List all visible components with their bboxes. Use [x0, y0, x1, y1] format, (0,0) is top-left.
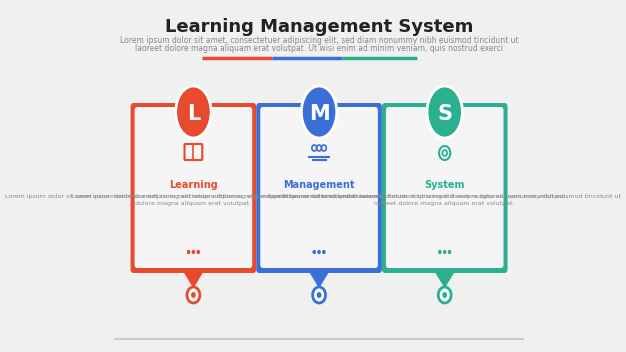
FancyBboxPatch shape [256, 103, 382, 273]
Text: Learning: Learning [169, 180, 218, 190]
Ellipse shape [427, 86, 463, 138]
Text: System: System [424, 180, 465, 190]
Circle shape [317, 292, 322, 298]
Polygon shape [435, 271, 454, 287]
Ellipse shape [301, 86, 337, 138]
Circle shape [438, 250, 442, 254]
Circle shape [317, 250, 321, 254]
FancyBboxPatch shape [386, 107, 503, 268]
FancyBboxPatch shape [260, 107, 378, 268]
FancyBboxPatch shape [131, 103, 256, 273]
Text: Lorem ipsum dolor sit amet, consectetuer adipiscing elit, sed diam nonummy nibh : Lorem ipsum dolor sit amet, consectetuer… [120, 36, 518, 45]
FancyBboxPatch shape [135, 107, 252, 268]
Circle shape [197, 250, 200, 254]
Text: laoreet dolore magna aliquam erat volutpat. Ut wisi enim ad minim veniam, quis n: laoreet dolore magna aliquam erat volutp… [135, 44, 503, 53]
Circle shape [438, 287, 451, 303]
Text: Lorem ipsum dolor sit amet cona nsectetuer adipiscing elit sedpra itdiamar nonum: Lorem ipsum dolor sit amet cona nsectetu… [5, 194, 382, 206]
Text: S: S [437, 104, 452, 124]
Circle shape [187, 287, 200, 303]
Circle shape [443, 250, 446, 254]
Text: Lorem ipsum dolor sit amet cona nsectetuer adipiscing elit sedpra itdiamar nonum: Lorem ipsum dolor sit amet cona nsectetu… [268, 194, 621, 206]
Circle shape [322, 250, 326, 254]
Text: Management: Management [284, 180, 355, 190]
Circle shape [312, 287, 326, 303]
FancyBboxPatch shape [382, 103, 508, 273]
Text: L: L [187, 104, 200, 124]
Text: Lorem ipsum dolor sit amet cona nsectetuer adipiscing elit sedpra itdiamar nonum: Lorem ipsum dolor sit amet cona nsectetu… [71, 194, 567, 199]
Circle shape [187, 250, 190, 254]
Circle shape [448, 250, 451, 254]
Polygon shape [184, 271, 203, 287]
Polygon shape [309, 271, 329, 287]
Ellipse shape [176, 86, 211, 138]
Text: Learning Management System: Learning Management System [165, 18, 473, 36]
Text: M: M [309, 104, 329, 124]
Circle shape [191, 292, 196, 298]
Circle shape [192, 250, 195, 254]
Circle shape [312, 250, 316, 254]
Circle shape [443, 292, 447, 298]
